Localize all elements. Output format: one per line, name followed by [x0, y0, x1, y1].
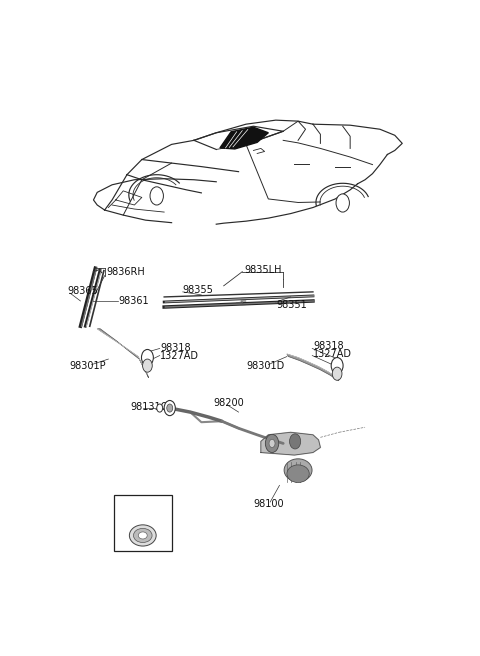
- Ellipse shape: [284, 459, 312, 482]
- Circle shape: [336, 194, 349, 212]
- Ellipse shape: [130, 525, 156, 546]
- Circle shape: [157, 404, 163, 412]
- Text: 98100: 98100: [253, 499, 284, 509]
- Text: 98301D: 98301D: [246, 361, 284, 371]
- Text: 9835LH: 9835LH: [244, 264, 282, 275]
- Text: 98318: 98318: [313, 341, 344, 352]
- Text: 98361: 98361: [119, 296, 149, 306]
- FancyBboxPatch shape: [114, 495, 172, 551]
- Polygon shape: [220, 127, 268, 149]
- Text: 1327AD: 1327AD: [160, 350, 200, 361]
- Text: 98301P: 98301P: [69, 361, 106, 371]
- Text: 9836RH: 9836RH: [107, 267, 145, 277]
- Text: 1327AD: 1327AD: [313, 348, 352, 359]
- Ellipse shape: [133, 528, 152, 543]
- Text: 98318: 98318: [160, 344, 191, 354]
- Circle shape: [150, 187, 163, 205]
- Circle shape: [143, 359, 152, 372]
- Circle shape: [269, 440, 275, 447]
- Circle shape: [265, 434, 279, 453]
- Text: 98200: 98200: [213, 398, 244, 408]
- Polygon shape: [97, 329, 148, 378]
- Polygon shape: [241, 298, 245, 304]
- Circle shape: [142, 350, 154, 365]
- Text: 98365: 98365: [67, 286, 98, 296]
- Circle shape: [167, 404, 173, 412]
- Circle shape: [164, 400, 175, 416]
- Text: 98131C: 98131C: [131, 402, 168, 412]
- Polygon shape: [287, 354, 339, 380]
- Circle shape: [289, 434, 300, 449]
- Text: 98355: 98355: [183, 285, 214, 295]
- Text: 98244: 98244: [118, 502, 151, 512]
- Circle shape: [332, 367, 342, 380]
- Text: 98351: 98351: [276, 300, 307, 310]
- Polygon shape: [261, 432, 321, 455]
- Ellipse shape: [287, 465, 309, 483]
- Ellipse shape: [138, 532, 147, 539]
- Circle shape: [331, 358, 343, 374]
